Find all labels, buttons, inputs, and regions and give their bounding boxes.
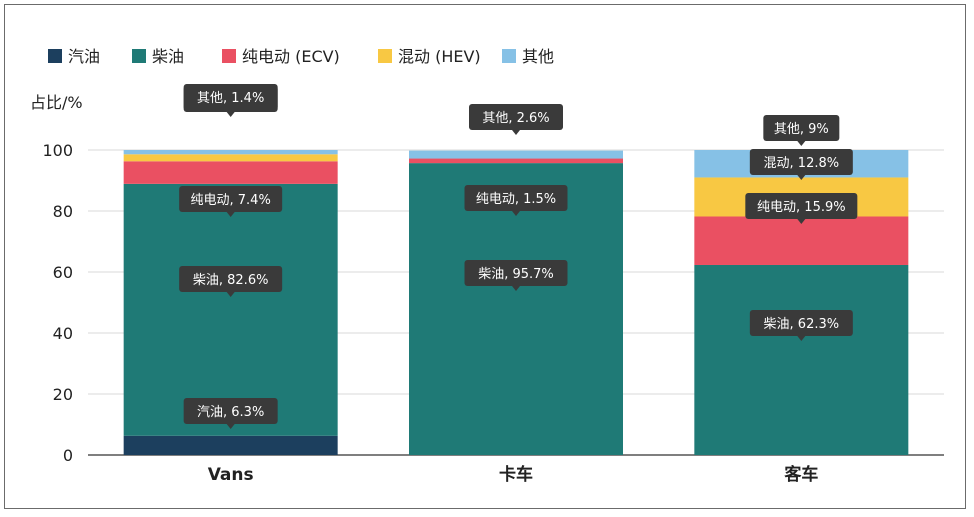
data-label-text: 其他, 1.4% bbox=[197, 91, 264, 106]
y-tick-label: 20 bbox=[53, 385, 73, 404]
legend-label: 纯电动 (ECV) bbox=[242, 47, 340, 66]
legend-swatch bbox=[222, 49, 236, 63]
data-label: 其他, 2.6% bbox=[469, 104, 563, 135]
data-label: 纯电动, 15.9% bbox=[745, 193, 858, 224]
data-label-box bbox=[745, 193, 858, 219]
data-label-pointer bbox=[226, 424, 235, 429]
data-label-pointer bbox=[226, 292, 235, 297]
legend: 汽油 柴油 纯电动 (ECV) 混动 (HEV) 其他 bbox=[48, 47, 554, 66]
x-axis-labels: Vans 卡车 客车 bbox=[208, 464, 819, 485]
y-tick-label: 100 bbox=[42, 141, 73, 160]
data-label-pointer bbox=[797, 175, 806, 180]
data-label: 其他, 1.4% bbox=[183, 84, 278, 115]
data-label-text: 柴油, 62.3% bbox=[764, 317, 840, 332]
data-label-box bbox=[469, 104, 563, 130]
legend-swatch bbox=[48, 49, 62, 63]
bar-segment bbox=[409, 150, 623, 159]
data-label-box bbox=[179, 266, 283, 292]
bar-segment bbox=[694, 264, 909, 455]
x-tick-label: Vans bbox=[208, 465, 254, 485]
legend-item: 柴油 bbox=[132, 47, 184, 66]
data-label-box bbox=[183, 398, 278, 424]
data-label-box bbox=[464, 185, 568, 211]
data-label-text: 纯电动, 15.9% bbox=[757, 200, 846, 215]
data-label-box bbox=[763, 115, 840, 141]
data-label-pointer bbox=[226, 212, 235, 217]
data-label: 柴油, 82.6% bbox=[179, 266, 283, 297]
data-label-text: 其他, 9% bbox=[774, 122, 829, 137]
data-label-text: 柴油, 95.7% bbox=[478, 267, 554, 282]
legend-item: 其他 bbox=[502, 47, 554, 66]
bar-segment bbox=[123, 435, 338, 455]
bars bbox=[123, 150, 909, 456]
bar-segment bbox=[123, 150, 338, 155]
data-label-pointer bbox=[797, 336, 806, 341]
data-label: 柴油, 62.3% bbox=[749, 310, 853, 341]
y-axis-label: 占比/% bbox=[30, 93, 83, 112]
bar-segment bbox=[694, 216, 909, 265]
data-label: 纯电动, 7.4% bbox=[179, 186, 283, 217]
y-tick-label: 0 bbox=[63, 446, 73, 465]
data-label-text: 柴油, 82.6% bbox=[193, 273, 269, 288]
data-label: 其他, 9% bbox=[763, 115, 840, 146]
data-label: 混动, 12.8% bbox=[749, 149, 853, 180]
data-label-text: 汽油, 6.3% bbox=[197, 405, 264, 420]
data-label: 汽油, 6.3% bbox=[183, 398, 278, 429]
data-label-box bbox=[183, 84, 278, 110]
x-tick-label: 卡车 bbox=[499, 464, 533, 485]
y-axis-ticks: 0 20 40 60 80 100 bbox=[42, 141, 73, 465]
legend-label: 柴油 bbox=[152, 47, 184, 66]
data-label-pointer bbox=[226, 110, 235, 115]
data-labels: 汽油, 6.3%柴油, 82.6%纯电动, 7.4%混动, 2.3%其他, 1.… bbox=[179, 84, 858, 429]
data-label-text: 纯电动, 7.4% bbox=[191, 193, 271, 208]
data-label-box bbox=[464, 260, 568, 286]
data-label-text: 纯电动, 1.5% bbox=[476, 192, 556, 207]
data-label-pointer bbox=[512, 130, 520, 135]
data-label-pointer bbox=[512, 286, 520, 291]
bar-segment bbox=[409, 158, 623, 164]
bar-segment bbox=[123, 154, 338, 162]
data-label: 纯电动, 1.5% bbox=[464, 185, 568, 216]
data-label-box bbox=[749, 310, 853, 336]
data-label-pointer bbox=[512, 211, 520, 216]
data-label-pointer bbox=[797, 141, 806, 146]
data-label-pointer bbox=[797, 219, 806, 224]
legend-label: 混动 (HEV) bbox=[398, 47, 481, 66]
data-label-text: 混动, 12.8% bbox=[764, 156, 840, 171]
bar-segment bbox=[123, 161, 338, 184]
legend-swatch bbox=[132, 49, 146, 63]
data-label: 柴油, 95.7% bbox=[464, 260, 568, 291]
data-label-text: 其他, 2.6% bbox=[482, 111, 549, 126]
legend-label: 汽油 bbox=[68, 47, 100, 66]
y-tick-label: 40 bbox=[53, 324, 73, 343]
y-tick-label: 80 bbox=[53, 202, 73, 221]
legend-item: 混动 (HEV) bbox=[378, 47, 481, 66]
legend-label: 其他 bbox=[522, 47, 554, 66]
legend-swatch bbox=[502, 49, 516, 63]
legend-item: 纯电动 (ECV) bbox=[222, 47, 340, 66]
bar-segment bbox=[123, 183, 338, 436]
data-label-box bbox=[749, 149, 853, 175]
x-tick-label: 客车 bbox=[783, 464, 818, 485]
data-label-box bbox=[179, 186, 283, 212]
legend-item: 汽油 bbox=[48, 47, 100, 66]
y-tick-label: 60 bbox=[53, 263, 73, 282]
legend-swatch bbox=[378, 49, 392, 63]
